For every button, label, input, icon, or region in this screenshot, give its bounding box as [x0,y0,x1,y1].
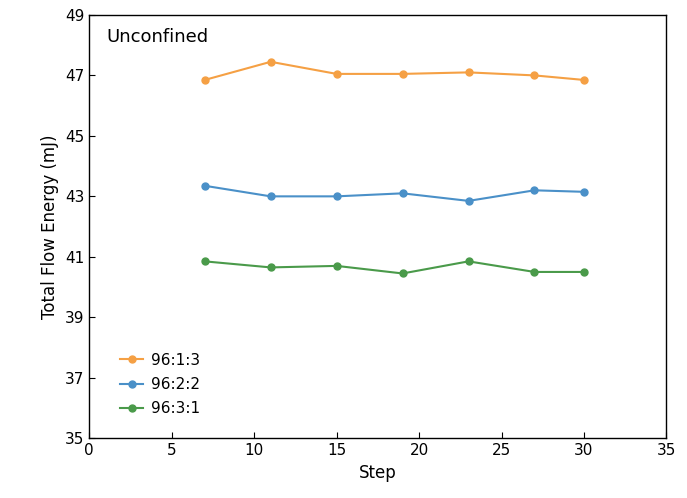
96:3:1 [398,270,407,276]
Line: 96:2:2: 96:2:2 [201,182,587,204]
96:2:2 [464,198,473,204]
96:2:2 [201,183,209,189]
96:1:3 [398,71,407,77]
Line: 96:3:1: 96:3:1 [201,258,587,277]
96:2:2 [267,193,275,199]
96:1:3 [530,72,539,78]
Legend: 96:1:3, 96:2:2, 96:3:1: 96:1:3, 96:2:2, 96:3:1 [114,347,206,422]
96:1:3 [201,77,209,83]
96:3:1 [201,258,209,264]
96:3:1 [333,263,341,269]
96:1:3 [333,71,341,77]
Y-axis label: Total Flow Energy (mJ): Total Flow Energy (mJ) [41,134,59,319]
96:3:1 [530,269,539,275]
Line: 96:1:3: 96:1:3 [201,58,587,84]
Text: Unconfined: Unconfined [106,27,209,46]
X-axis label: Step: Step [359,464,396,482]
96:3:1 [464,258,473,264]
96:2:2 [333,193,341,199]
96:3:1 [580,269,588,275]
96:3:1 [267,264,275,270]
96:2:2 [580,189,588,195]
96:1:3 [464,69,473,75]
96:2:2 [530,187,539,193]
96:1:3 [267,59,275,65]
96:2:2 [398,190,407,196]
96:1:3 [580,77,588,83]
